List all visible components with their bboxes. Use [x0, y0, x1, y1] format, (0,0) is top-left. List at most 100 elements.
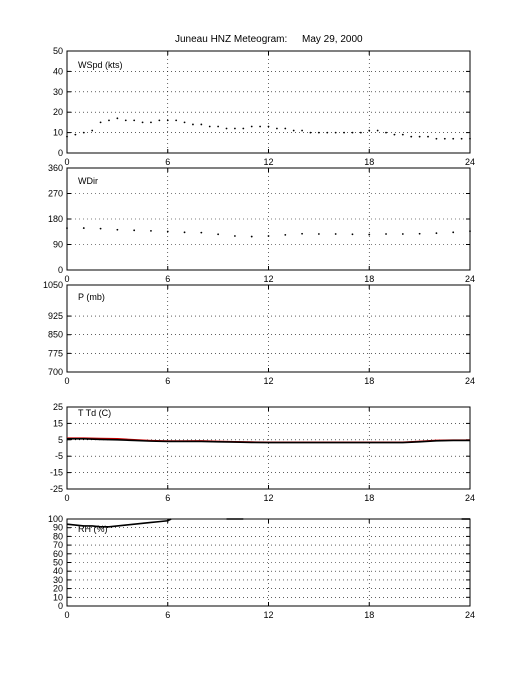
data-point — [82, 131, 85, 134]
axes-frame — [66, 284, 471, 373]
x-tick-label: 24 — [465, 610, 475, 620]
data-point — [385, 233, 387, 235]
data-point — [401, 133, 404, 136]
data-point — [133, 119, 136, 122]
data-point — [234, 127, 236, 130]
data-point — [351, 233, 354, 236]
y-tick-label: 20 — [53, 584, 63, 594]
data-point — [99, 227, 102, 230]
y-tick-label: 30 — [53, 87, 63, 97]
data-point — [133, 229, 136, 232]
data-point — [141, 121, 144, 124]
figure-title-date: May 29, 2000 — [302, 34, 363, 45]
x-tick-label: 12 — [263, 610, 273, 620]
y-tick-label: 1050 — [43, 280, 63, 290]
data-point — [267, 125, 270, 128]
x-tick-label: 12 — [263, 157, 273, 167]
data-point — [427, 135, 429, 138]
data-point — [292, 129, 295, 132]
data-point — [284, 233, 287, 236]
x-tick-label: 0 — [64, 157, 69, 167]
panel-label: T Td (C) — [78, 408, 111, 418]
y-tick-label: 10 — [53, 592, 63, 602]
x-tick-label: 12 — [263, 274, 273, 284]
figure-title-station: Juneau HNZ Meteogram: — [175, 34, 287, 45]
data-point — [150, 121, 152, 124]
x-tick-label: 24 — [465, 274, 475, 284]
data-point — [435, 232, 438, 235]
panel-label: RH (%) — [78, 524, 108, 534]
data-point — [99, 121, 102, 124]
data-point — [124, 119, 127, 122]
y-tick-label: 60 — [53, 549, 63, 559]
data-point — [217, 125, 220, 128]
panel-temp: 0 6 12 18 24 -25 -15 -5 5 15 25 T Td (C) — [50, 402, 475, 503]
data-point — [234, 235, 236, 237]
data-point — [418, 135, 421, 138]
data-point — [368, 129, 371, 132]
data-point — [166, 119, 169, 122]
data-point — [150, 230, 152, 232]
y-tick-label: 850 — [48, 330, 63, 340]
y-tick-label: 180 — [48, 214, 63, 224]
data-point — [200, 231, 203, 234]
data-point — [250, 125, 253, 128]
data-point — [334, 233, 337, 235]
y-tick-label: 775 — [48, 348, 63, 358]
panel-wspd: 0 6 12 18 24 0 10 20 30 40 50 WSpd (kts) — [53, 46, 475, 167]
data-point — [410, 135, 413, 138]
data-point — [200, 123, 203, 126]
data-point — [469, 230, 471, 233]
data-point — [317, 131, 320, 134]
data-point — [435, 137, 438, 140]
data-point — [301, 129, 303, 132]
data-point — [259, 125, 262, 128]
data-point — [217, 233, 220, 236]
y-tick-label: 50 — [53, 558, 63, 568]
y-tick-label: 0 — [58, 148, 63, 158]
data-point — [334, 131, 337, 134]
data-point — [418, 232, 421, 235]
data-point — [469, 137, 471, 140]
data-point — [74, 133, 77, 136]
y-tick-label: 360 — [48, 163, 63, 173]
data-point — [116, 117, 119, 120]
y-tick-label: 40 — [53, 566, 63, 576]
data-point — [82, 227, 85, 229]
x-tick-label: 6 — [165, 493, 170, 503]
x-tick-label: 24 — [465, 376, 475, 386]
y-tick-label: 50 — [53, 46, 63, 56]
x-tick-label: 18 — [364, 493, 374, 503]
data-point — [309, 131, 312, 134]
y-tick-label: 40 — [53, 66, 63, 76]
x-tick-label: 24 — [465, 157, 475, 167]
data-point — [393, 133, 396, 136]
y-tick-label: 20 — [53, 107, 63, 117]
data-point — [326, 131, 329, 134]
y-tick-label: 925 — [48, 311, 63, 321]
data-point — [460, 137, 463, 140]
x-tick-label: 6 — [165, 274, 170, 284]
data-point — [284, 127, 287, 130]
y-tick-label: 0 — [58, 265, 63, 275]
data-point — [301, 232, 303, 235]
data-point — [343, 131, 345, 134]
x-tick-label: 6 — [165, 376, 170, 386]
panel-label: P (mb) — [78, 292, 105, 302]
series-line — [67, 438, 470, 444]
series-line — [66, 518, 172, 528]
y-tick-label: -5 — [55, 451, 63, 461]
data-point — [66, 227, 68, 229]
y-tick-label: 270 — [48, 189, 63, 199]
data-point — [116, 228, 119, 231]
x-tick-label: 0 — [64, 376, 69, 386]
y-tick-label: 0 — [58, 601, 63, 611]
data-point — [250, 235, 253, 238]
data-point — [66, 135, 68, 138]
data-point — [225, 127, 228, 130]
y-tick-label: -15 — [50, 468, 63, 478]
x-tick-label: 0 — [64, 610, 69, 620]
panel-label: WDir — [78, 176, 98, 186]
data-point — [267, 235, 270, 237]
